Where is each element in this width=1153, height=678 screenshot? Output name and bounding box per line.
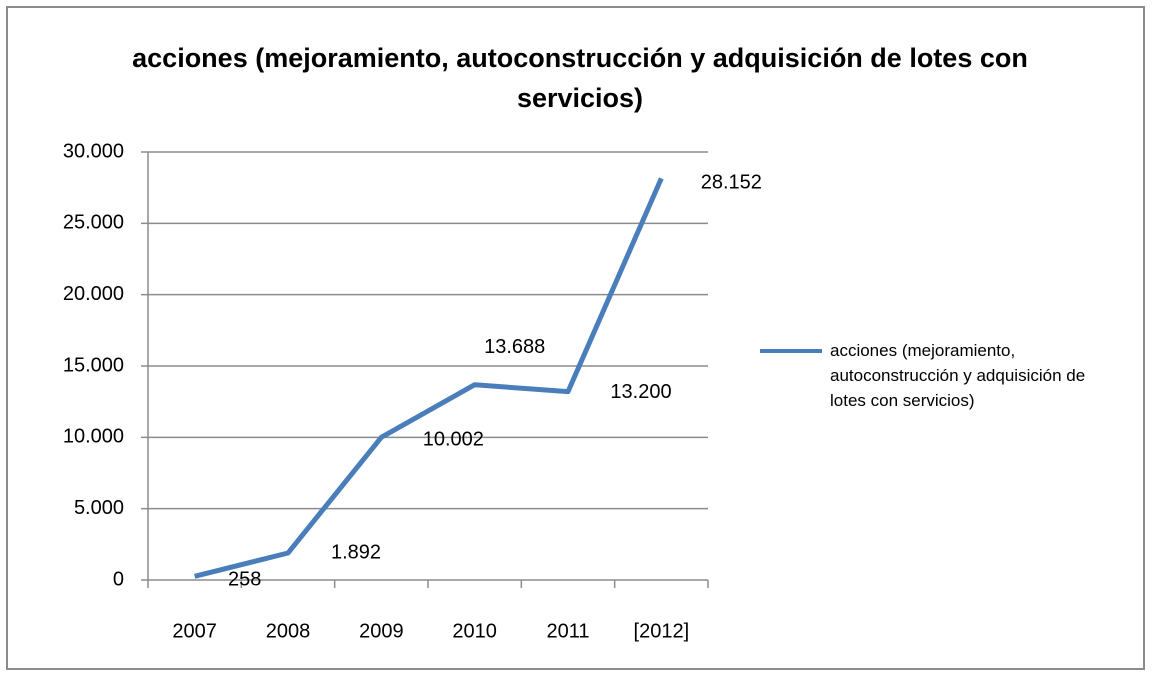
y-tick-label: 10.000 [63, 426, 124, 448]
x-tick-label: 2008 [266, 620, 311, 642]
chart-title: acciones (mejoramiento, autoconstrucción… [132, 43, 1028, 113]
x-tick-label: 2011 [546, 620, 589, 642]
x-tick-label: 2010 [452, 620, 497, 642]
y-tick-label: 25.000 [63, 212, 124, 234]
data-label: 13.200 [610, 381, 671, 403]
y-tick-label: 0 [113, 568, 124, 590]
x-tick-label: [2012] [634, 620, 690, 642]
data-label: 13.688 [484, 336, 545, 358]
data-line [194, 177, 664, 579]
legend-label: acciones (mejoramiento, autoconstrucción… [830, 341, 1086, 410]
y-tick-label: 15.000 [63, 354, 124, 376]
y-tick-label: 5.000 [74, 497, 124, 519]
data-label: 10.002 [423, 429, 484, 451]
y-tick-label: 20.000 [63, 283, 124, 305]
x-tick-label: 2007 [172, 620, 217, 642]
chart-border [6, 6, 1145, 670]
data-label: 28.152 [701, 172, 762, 194]
x-tick-label: 2009 [359, 620, 404, 642]
data-label: 1.892 [331, 541, 381, 563]
y-tick-label: 30.000 [63, 140, 124, 162]
data-label: 258 [228, 569, 261, 591]
